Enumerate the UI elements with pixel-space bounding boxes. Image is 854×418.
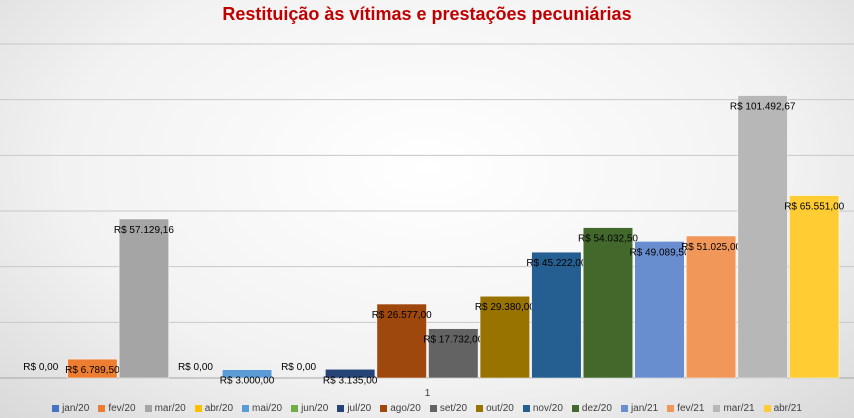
legend-swatch [52, 404, 60, 412]
data-label-ago-20: R$ 26.577,00 [372, 310, 432, 321]
legend-label: fev/20 [108, 402, 136, 414]
data-label-abr-20: R$ 0,00 [178, 362, 213, 373]
legend-label: set/20 [439, 402, 468, 414]
bar-jul-20 [325, 369, 376, 379]
legend-label: jan/21 [630, 402, 659, 414]
data-label-mai-20: R$ 3.000,00 [220, 376, 275, 387]
legend-item-mai-20: mai/20 [242, 403, 282, 414]
data-label-nov-20: R$ 45.222,00 [526, 258, 586, 269]
bar-out-20 [479, 295, 530, 379]
data-label-dez-20: R$ 54.032,50 [578, 234, 638, 245]
legend-label: nov/20 [532, 402, 563, 414]
bar-mar-21 [737, 95, 788, 379]
legend-label: abr/21 [773, 402, 802, 414]
legend-item-set-20: set/20 [429, 402, 468, 414]
bar-fev-21 [686, 235, 737, 379]
bar-mar-20 [118, 218, 169, 379]
legend-item-abr-20: abr/20 [194, 402, 234, 414]
bar-mai-20 [222, 369, 273, 379]
legend-label: abr/20 [204, 402, 234, 414]
legend-item-jan-20: jan/20 [52, 403, 89, 414]
data-label-jun-20: R$ 0,00 [281, 362, 316, 373]
data-label-mar-20: R$ 57.129,16 [114, 225, 174, 236]
legend-item-mar-21: mar/21 [713, 402, 755, 414]
data-label-jan-20: R$ 0,00 [23, 362, 58, 373]
legend-label: jul/20 [347, 402, 372, 414]
legend-label: dez/20 [581, 402, 612, 414]
legend-label: jan/20 [62, 402, 90, 414]
legend-swatch [763, 404, 771, 412]
data-label-out-20: R$ 29.380,00 [475, 302, 535, 313]
x-tick-label: 1 [425, 388, 431, 399]
legend-swatch [144, 404, 152, 412]
bar-set-20 [428, 328, 479, 379]
bar-abr-21 [789, 195, 840, 379]
legend-label: ago/20 [390, 402, 421, 414]
legend-label: mai/20 [252, 402, 283, 414]
legend-label: mar/21 [723, 402, 755, 414]
legend-item-abr-21: abr/21 [763, 402, 802, 414]
legend-swatch [713, 404, 721, 412]
legend-swatch [98, 404, 106, 412]
data-label-set-20: R$ 17.732,00 [423, 335, 483, 346]
legend-swatch [667, 404, 675, 412]
legend-item-ago-20: ago/20 [380, 403, 421, 414]
legend-item-mar-20: mar/20 [144, 402, 186, 414]
legend-item-jan-21: jan/21 [620, 402, 659, 414]
bar-dez-20 [582, 227, 633, 379]
data-label-jan-21: R$ 49.089,50 [630, 247, 690, 258]
legend-swatch [242, 404, 250, 412]
data-label-fev-20: R$ 6.789,50 [65, 365, 120, 376]
legend-swatch [522, 404, 530, 412]
legend-swatch [194, 404, 202, 412]
legend-label: fev/21 [677, 402, 705, 414]
bar-fev-20 [67, 358, 118, 379]
legend-swatch [476, 404, 484, 412]
legend-item-jun-20: jun/20 [291, 403, 328, 414]
bar-ago-20 [376, 303, 427, 379]
data-label-abr-21: R$ 65.551,00 [784, 202, 844, 213]
legend-swatch [429, 404, 437, 412]
legend-item-fev-21: fev/21 [667, 403, 704, 414]
legend-item-nov-20: nov/20 [522, 402, 563, 414]
bar-jan-21 [634, 241, 685, 379]
data-label-fev-21: R$ 51.025,00 [681, 242, 741, 253]
data-label-jul-20: R$ 3.135,00 [323, 375, 378, 386]
legend-swatch [337, 404, 345, 412]
legend-label: out/20 [486, 402, 514, 414]
legend-swatch [380, 404, 388, 412]
chart-title: Restituição às vítimas e prestações pecu… [222, 4, 632, 24]
legend-swatch [620, 404, 628, 412]
data-label-mar-21: R$ 101.492,67 [730, 102, 796, 113]
legend-label: jun/20 [301, 402, 329, 414]
legend-item-jul-20: jul/20 [337, 403, 371, 414]
legend-item-fev-20: fev/20 [98, 402, 136, 414]
legend-item-dez-20: dez/20 [571, 402, 612, 414]
legend-label: mar/20 [154, 402, 186, 414]
bar-nov-20 [531, 251, 582, 379]
legend-item-out-20: out/20 [476, 403, 514, 414]
legend-swatch [291, 404, 299, 412]
chart-legend: jan/20 fev/20 mar/20 abr/20 mai/20 jun/20 jul/… [0, 398, 854, 418]
legend-swatch [571, 404, 579, 412]
